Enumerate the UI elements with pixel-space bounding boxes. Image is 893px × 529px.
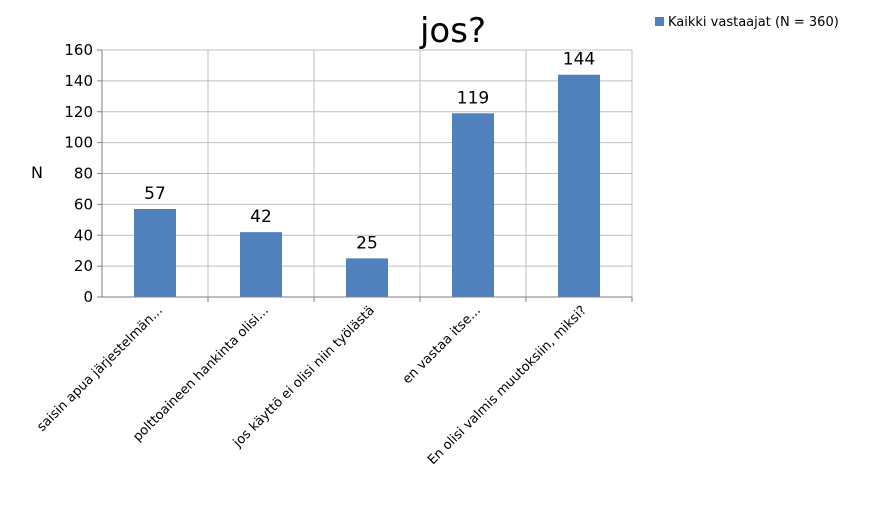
bar (134, 209, 176, 297)
bar (558, 74, 600, 297)
x-axis-labels: saisin apua järjestelmän...polttoaineen … (34, 297, 633, 468)
y-axis-ticks: 0 20 40 60 80 100 120 140 160 (64, 41, 102, 306)
legend-swatch (655, 17, 664, 26)
data-label: 119 (457, 88, 489, 108)
data-label: 144 (563, 50, 595, 70)
x-category-label: en vastaa itse... (400, 303, 484, 387)
y-tick-label: 140 (64, 72, 93, 90)
y-tick-label: 100 (64, 134, 93, 152)
axes (101, 50, 632, 298)
bar (240, 232, 282, 297)
y-tick-label: 80 (74, 165, 93, 183)
y-tick-label: 0 (83, 288, 93, 306)
y-tick-label: 160 (64, 41, 93, 59)
data-label: 57 (144, 184, 166, 204)
x-category-label: saisin apua järjestelmän... (34, 303, 165, 434)
y-tick-label: 120 (64, 103, 93, 121)
bars (134, 74, 600, 297)
data-label: 42 (250, 207, 272, 227)
bar (452, 113, 494, 297)
bar (346, 258, 388, 297)
y-axis-title: N (31, 163, 43, 182)
legend: Kaikki vastaajat (N = 360) (655, 15, 839, 30)
y-tick-label: 40 (74, 226, 93, 244)
data-labels: 57 42 25 119 144 (144, 50, 595, 254)
data-label: 25 (356, 233, 378, 253)
y-tick-label: 60 (74, 195, 93, 213)
gridlines (101, 49, 633, 298)
chart-title: jos? (419, 11, 486, 51)
y-tick-label: 20 (74, 257, 93, 275)
legend-label: Kaikki vastaajat (N = 360) (668, 15, 839, 30)
